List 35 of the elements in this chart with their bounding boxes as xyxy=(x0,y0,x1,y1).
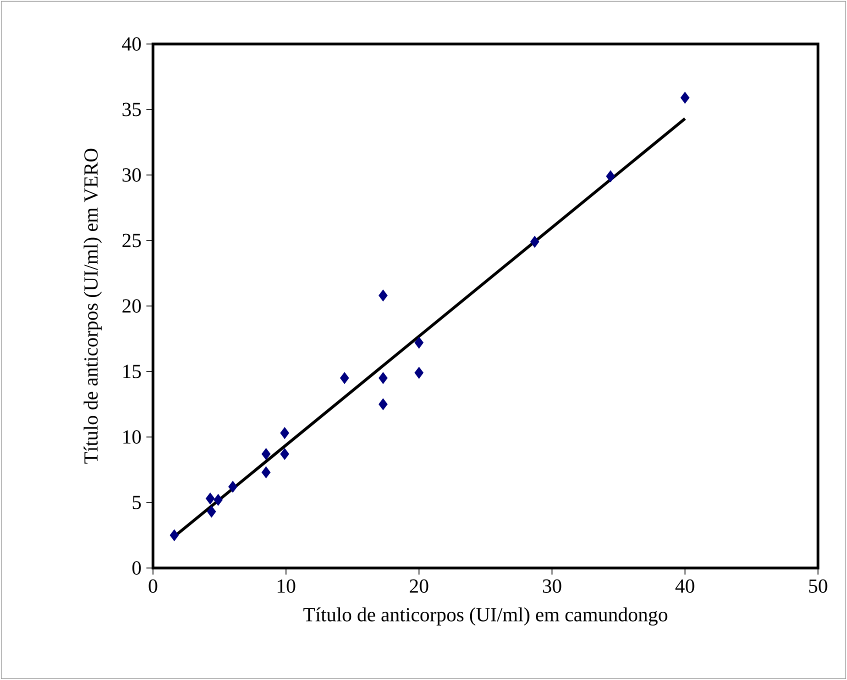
x-tick-label: 40 xyxy=(675,579,694,593)
y-axis-title: Título de anticorpos (UI/ml) em VERO xyxy=(84,148,102,464)
point xyxy=(414,366,424,379)
y-tick-label: 15 xyxy=(123,364,141,378)
y-tick-label: 20 xyxy=(122,299,141,313)
point xyxy=(414,336,424,349)
point xyxy=(378,372,388,384)
x-tick-label: 20 xyxy=(410,579,428,593)
x-axis-title: Título de anticorpos (UI/ml) em camundongo xyxy=(303,607,668,626)
x-tick-label: 10 xyxy=(278,579,296,593)
point xyxy=(680,92,690,104)
point xyxy=(170,529,179,542)
point xyxy=(280,448,290,460)
y-tick-label: 0 xyxy=(132,561,141,575)
point xyxy=(214,494,223,506)
y-tick-label: 10 xyxy=(123,430,141,444)
point xyxy=(262,466,271,478)
point xyxy=(280,427,290,439)
x-tick-label: 30 xyxy=(542,579,562,593)
x-tick-label: 0 xyxy=(148,579,158,593)
x-tick-label: 50 xyxy=(809,579,828,593)
point xyxy=(228,480,238,493)
y-tick-label: 30 xyxy=(122,168,141,182)
point xyxy=(207,506,216,518)
point xyxy=(262,448,271,460)
y-tick-label: 35 xyxy=(122,102,141,116)
point xyxy=(340,372,349,384)
point xyxy=(206,492,215,504)
point xyxy=(378,290,388,302)
y-tick-label: 5 xyxy=(132,496,141,510)
y-tick-label: 40 xyxy=(122,37,141,51)
point xyxy=(606,170,615,182)
point xyxy=(530,236,540,248)
point xyxy=(378,398,388,410)
y-tick-label: 25 xyxy=(122,234,141,248)
